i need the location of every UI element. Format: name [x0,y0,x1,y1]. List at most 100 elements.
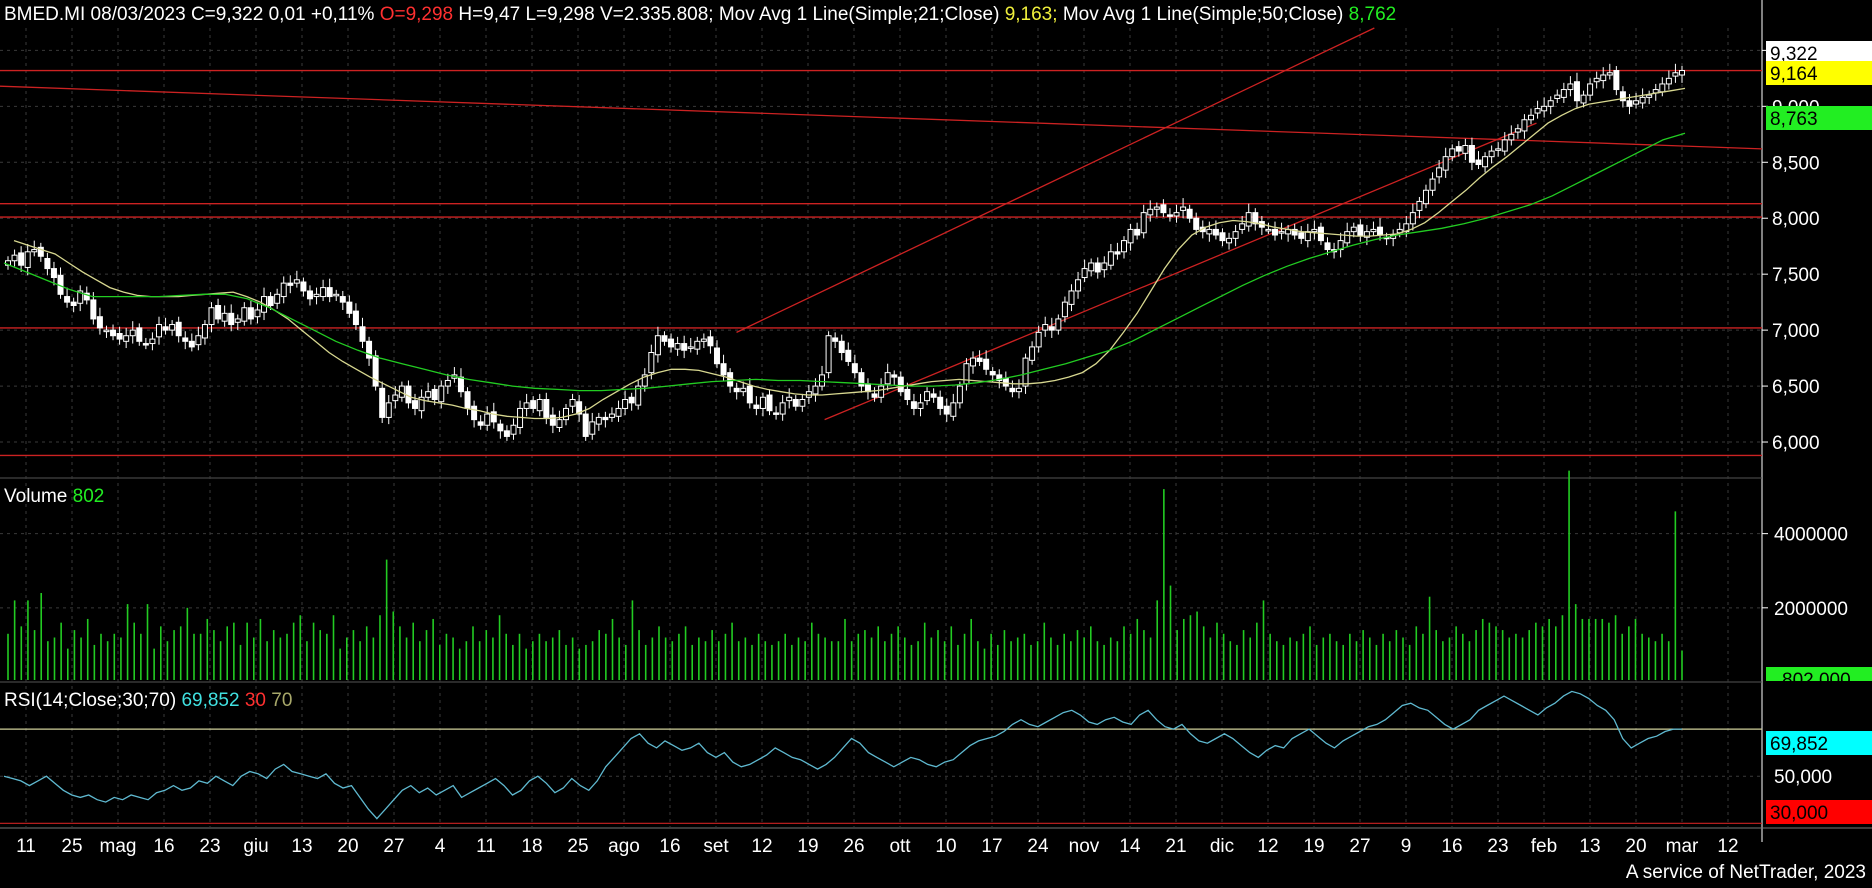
candle-body [1193,217,1200,230]
ma21-line [13,87,1686,420]
candle-body [1462,144,1469,154]
candle-body [746,385,753,404]
x-tick-label: 16 [659,836,680,857]
x-tick-label: 25 [567,836,588,857]
candle-body [943,405,950,415]
x-tick-label: 12 [1717,836,1738,857]
x-tick-label: mar [1666,836,1699,857]
candle-body [333,293,340,297]
candle-body [1212,228,1219,236]
x-tick-label: 13 [1579,836,1600,857]
candle-body [339,296,346,303]
candle-body [1455,146,1462,152]
candle-body [1068,290,1075,305]
candle-body [1416,200,1423,211]
candle-body [1147,208,1154,216]
candle-body [37,246,44,257]
candle-body [759,396,766,409]
x-tick-label: 17 [981,836,1002,857]
candle-body [464,391,471,409]
y-tick-label: 7,500 [1772,265,1820,286]
candle-body [431,388,438,401]
y-tick-label: 8,000 [1772,209,1820,230]
candle-body [70,301,77,307]
candle-body [635,385,642,406]
candle-body [1153,206,1160,210]
candle-body [287,282,294,286]
candle-body [602,416,609,421]
candle-body [64,296,71,303]
ma50-label: Mov Avg 1 Line(Simple;50;Close) [1062,4,1344,25]
ma21-value: 9,163; [1004,4,1058,25]
last-price-text: 9,322 [1770,44,1818,65]
candle-body [1298,232,1305,239]
candle-body [1377,226,1384,236]
candle-body [608,413,615,418]
candle-body [878,385,885,398]
candle-body [654,335,661,356]
candle-body [1554,94,1561,99]
candle-body [1442,156,1449,171]
candle-body [1311,228,1318,233]
candle-body [595,416,602,425]
candle-body [1580,94,1587,104]
candle-body [792,399,799,407]
candle-body [1121,240,1127,253]
candle-body [1665,77,1672,85]
y-tick-label: 6,500 [1772,377,1820,398]
candle-body [845,349,852,362]
candle-body [503,430,510,437]
candle-body [1541,105,1548,112]
candle-body [838,340,845,354]
candle-body [142,343,149,346]
candle-body [444,379,451,387]
candle-body [536,399,543,412]
volume-value: V=2.335.808; [599,4,714,25]
open-value: O=9,298 [379,4,454,25]
rsi-tick-label: 50,000 [1774,767,1832,788]
candle-body [1239,223,1246,230]
candle-body [766,394,773,412]
candle-body [1593,77,1600,83]
candle-body [563,407,569,421]
candle-body [247,307,254,320]
candle-body [1029,346,1036,361]
candle-body [379,387,386,418]
x-tick-label: 23 [1487,836,1508,857]
candle-body [720,363,727,376]
candle-body [556,419,563,428]
candle-body [569,399,576,407]
x-tick-label: dic [1210,836,1234,857]
x-tick-label: nov [1069,836,1100,857]
x-tick-label: mag [100,836,137,857]
candle-body [155,324,162,338]
ma50-line [3,132,1686,392]
candle-body [31,249,38,253]
candle-body [1265,228,1272,232]
candle-body [306,290,313,300]
price-header: BMED.MI 08/03/2023 C=9,322 0,01 +0,11% O… [4,4,1396,26]
candle-body [313,293,320,298]
candle-body [274,293,281,304]
high-value: H=9,47 [458,4,521,25]
candle-body [832,337,839,342]
candle-body [1022,357,1029,387]
candle-body [858,372,865,387]
volume-header: Volume 802 [4,486,104,508]
candle-body [24,251,31,268]
candle-body [1488,150,1495,158]
candle-body [77,290,84,304]
candle-body [648,352,655,374]
candle-body [123,335,130,342]
candle-body [1679,70,1685,76]
candle-body [1271,228,1278,236]
candle-body [1061,301,1068,318]
candle-body [1081,268,1088,279]
candle-body [234,318,241,323]
candle-body [884,372,891,385]
rsi-upper: 70 [271,690,293,711]
candle-body [661,335,668,342]
candle-body [891,374,898,378]
candle-body [149,338,156,345]
candle-body [1528,114,1535,121]
